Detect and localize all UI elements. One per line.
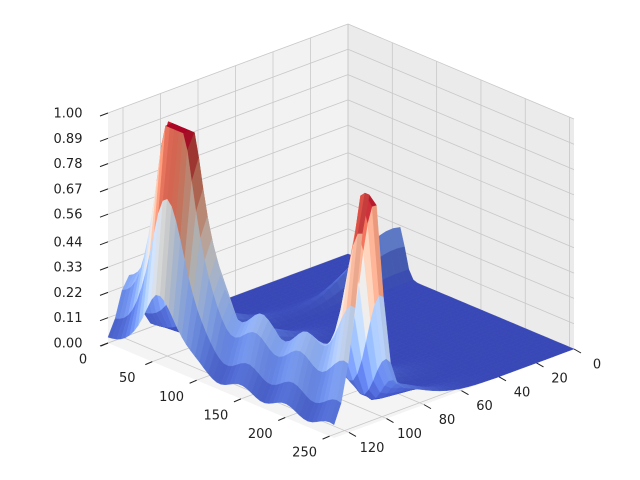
grid-line	[347, 124, 575, 221]
grid-line	[107, 124, 349, 215]
x-tick-label: 200	[248, 427, 273, 442]
z-tick	[99, 163, 109, 168]
x-tick-label: 100	[159, 390, 184, 405]
z-tick	[99, 188, 109, 193]
z-tick-label: 0.44	[54, 235, 83, 250]
z-tick	[99, 213, 109, 218]
y-tick-label: 40	[514, 385, 531, 400]
grid-line	[107, 152, 349, 243]
z-tick-label: 1.00	[54, 107, 83, 122]
z-tick-label: 0.89	[54, 132, 83, 147]
y-tick-label: 100	[397, 427, 422, 442]
z-tick-label: 0.11	[54, 311, 83, 326]
surface-facet	[329, 399, 342, 426]
y-tick	[461, 390, 469, 396]
x-tick-label: 150	[203, 408, 228, 423]
grid-line	[107, 48, 349, 139]
grid-line	[107, 74, 349, 164]
z-tick-label: 0.67	[54, 182, 83, 197]
x-tick	[100, 342, 109, 347]
grid-line	[347, 177, 575, 274]
surface-plot	[107, 121, 575, 426]
grid-line	[347, 74, 575, 170]
x-tick-label: 50	[119, 371, 136, 386]
z-tick-label: 0.78	[54, 157, 83, 172]
z-tick	[99, 241, 109, 246]
z-tick-label: 0.22	[54, 286, 83, 301]
z-tick	[99, 266, 109, 271]
x-tick	[322, 435, 330, 440]
y-tick-label: 0	[593, 358, 601, 373]
grid-line	[347, 23, 575, 120]
grid-line	[347, 152, 575, 249]
grid-line	[107, 23, 349, 114]
y-tick-label: 60	[476, 399, 493, 414]
z-tick-label: 0.33	[54, 261, 83, 276]
x-tick-label: 0	[79, 353, 87, 368]
x-tick	[189, 379, 197, 384]
y-tick	[423, 404, 432, 410]
z-tick-label: 0.00	[54, 337, 83, 352]
z-tick	[99, 112, 109, 117]
y-tick	[386, 418, 394, 423]
z-tick-label: 0.56	[54, 208, 83, 223]
y-tick	[498, 376, 507, 382]
grid-line	[107, 99, 349, 190]
y-tick	[536, 362, 544, 368]
axis-ticks: 0.00 0.11 0.22 0.33 0.44 0.56 0.67 0.78 0.89 1.00…	[54, 107, 602, 461]
y-tick-label: 80	[439, 413, 456, 428]
grid-line	[347, 99, 575, 196]
x-tick-label: 250	[292, 446, 317, 461]
y-tick	[348, 432, 357, 437]
x-tick	[145, 361, 153, 366]
z-tick	[99, 137, 109, 142]
grid-line	[347, 48, 575, 145]
y-tick-label: 120	[360, 441, 385, 456]
y-tick-label: 20	[551, 371, 568, 386]
z-tick	[99, 317, 109, 322]
y-tick	[573, 348, 582, 354]
grid-line	[347, 203, 575, 299]
z-tick	[99, 291, 109, 296]
x-tick	[278, 417, 286, 421]
x-tick	[233, 398, 242, 403]
